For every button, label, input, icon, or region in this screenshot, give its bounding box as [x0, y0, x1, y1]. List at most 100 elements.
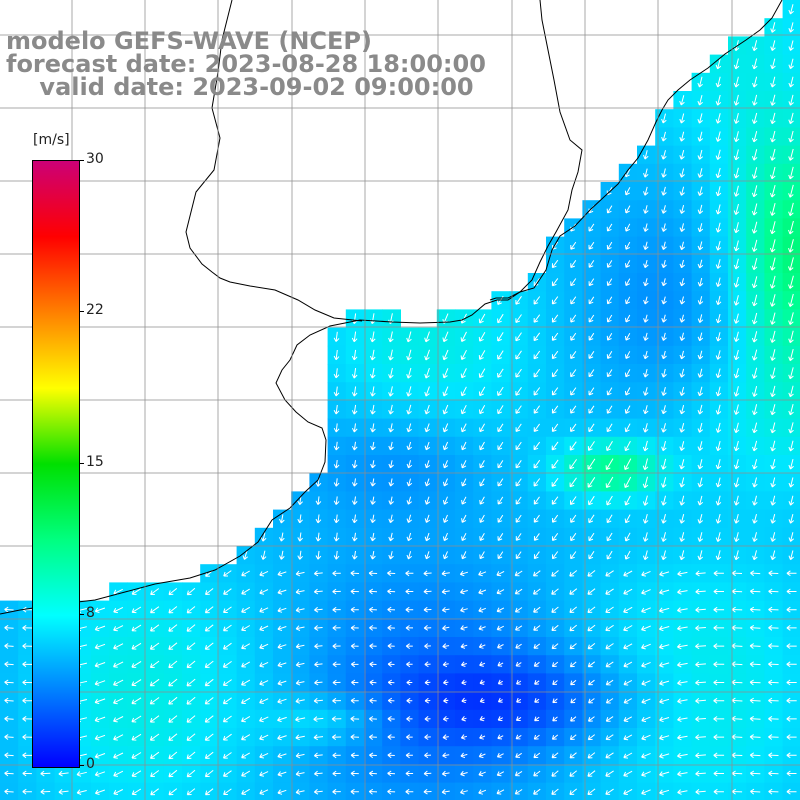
wind-arrow — [94, 716, 106, 723]
wind-arrow — [150, 751, 160, 759]
wind-arrow — [733, 440, 740, 452]
wind-arrow — [387, 715, 395, 722]
wind-arrow — [623, 606, 633, 614]
wind-arrow — [351, 386, 358, 397]
wind-arrow — [515, 350, 522, 360]
wind-arrow — [768, 606, 779, 613]
wind-arrow — [388, 441, 394, 451]
wind-arrow — [314, 770, 323, 777]
wind-arrow — [788, 422, 794, 434]
wind-arrow — [661, 259, 667, 269]
wind-arrow — [332, 643, 341, 650]
wind-arrow — [788, 112, 794, 125]
wind-arrow — [424, 514, 431, 523]
colorbar-tick-mark — [79, 160, 84, 161]
wind-arrow — [168, 606, 178, 614]
wind-arrow — [370, 386, 376, 397]
wind-arrow — [533, 350, 541, 360]
wind-arrow — [496, 570, 505, 577]
wind-arrow — [223, 788, 232, 795]
wind-arrow — [552, 533, 559, 541]
wind-arrow — [788, 40, 794, 51]
wind-arrow — [786, 734, 797, 740]
wind-arrow — [588, 698, 595, 704]
wind-arrow — [715, 259, 722, 269]
wind-arrow — [625, 278, 631, 287]
wind-arrow — [588, 332, 595, 341]
wind-arrow — [731, 770, 743, 777]
wind-arrow — [168, 769, 178, 778]
wind-arrow — [441, 788, 450, 795]
wind-arrow — [606, 495, 613, 506]
wind-arrow — [533, 788, 541, 795]
wind-arrow — [752, 404, 758, 416]
wind-arrow — [733, 185, 740, 197]
wind-arrow — [715, 113, 722, 124]
wind-arrow — [406, 349, 412, 361]
wind-arrow — [368, 788, 378, 795]
wind-arrow — [460, 643, 468, 649]
wind-arrow — [786, 788, 797, 795]
wind-arrow — [388, 386, 394, 397]
wind-arrow — [679, 296, 686, 305]
wind-arrow — [661, 550, 667, 561]
wind-arrow — [497, 313, 504, 324]
wind-arrow — [424, 752, 432, 759]
wind-arrow — [588, 351, 595, 359]
wind-arrow — [533, 770, 541, 777]
wind-arrow — [697, 277, 704, 287]
wind-arrow — [259, 752, 269, 759]
wind-arrow — [168, 696, 178, 705]
wind-arrow — [695, 570, 706, 577]
wind-arrow — [624, 187, 631, 196]
wind-arrow — [479, 551, 485, 560]
wind-arrow — [625, 260, 631, 268]
wind-arrow — [204, 660, 214, 668]
wind-arrow — [241, 606, 251, 613]
wind-arrow — [605, 643, 614, 650]
wind-arrow — [461, 441, 467, 451]
wind-arrow — [606, 223, 613, 232]
wind-arrow — [369, 697, 377, 704]
wind-arrow — [131, 770, 142, 777]
wind-arrow — [406, 423, 412, 433]
wind-arrow — [113, 697, 124, 705]
wind-arrow — [697, 296, 704, 305]
wind-arrow — [406, 404, 412, 415]
wind-arrow — [442, 331, 449, 343]
wind-arrow — [786, 570, 797, 577]
wind-arrow — [733, 313, 740, 324]
wind-arrow — [186, 788, 196, 796]
wind-arrow — [768, 715, 779, 722]
wind-arrow — [515, 423, 522, 432]
wind-arrow — [222, 697, 232, 705]
wind-arrow — [570, 698, 577, 704]
wind-arrow — [479, 697, 485, 704]
wind-arrow — [733, 368, 740, 379]
wind-arrow — [368, 606, 377, 613]
wind-arrow — [497, 734, 504, 740]
wind-arrow — [623, 625, 633, 632]
wind-arrow — [442, 643, 450, 649]
wind-arrow — [642, 476, 649, 489]
wind-arrow — [295, 679, 305, 686]
wind-arrow — [749, 606, 761, 613]
wind-arrow — [534, 679, 540, 685]
wind-arrow — [661, 532, 667, 542]
wind-arrow — [695, 752, 706, 759]
wind-arrow — [277, 625, 287, 631]
wind-arrow — [661, 205, 667, 214]
wind-arrow — [570, 716, 577, 722]
wind-arrow — [588, 551, 595, 560]
wind-arrow — [295, 734, 305, 741]
wind-arrow — [642, 495, 649, 506]
wind-arrow — [587, 661, 596, 668]
wind-arrow — [641, 734, 651, 741]
wind-arrow — [113, 625, 124, 632]
wind-arrow — [460, 770, 468, 777]
wind-arrow — [768, 697, 779, 704]
wind-arrow — [770, 112, 776, 125]
wind-arrow — [333, 460, 340, 469]
wind-arrow — [752, 58, 758, 70]
wind-arrow — [733, 258, 740, 270]
